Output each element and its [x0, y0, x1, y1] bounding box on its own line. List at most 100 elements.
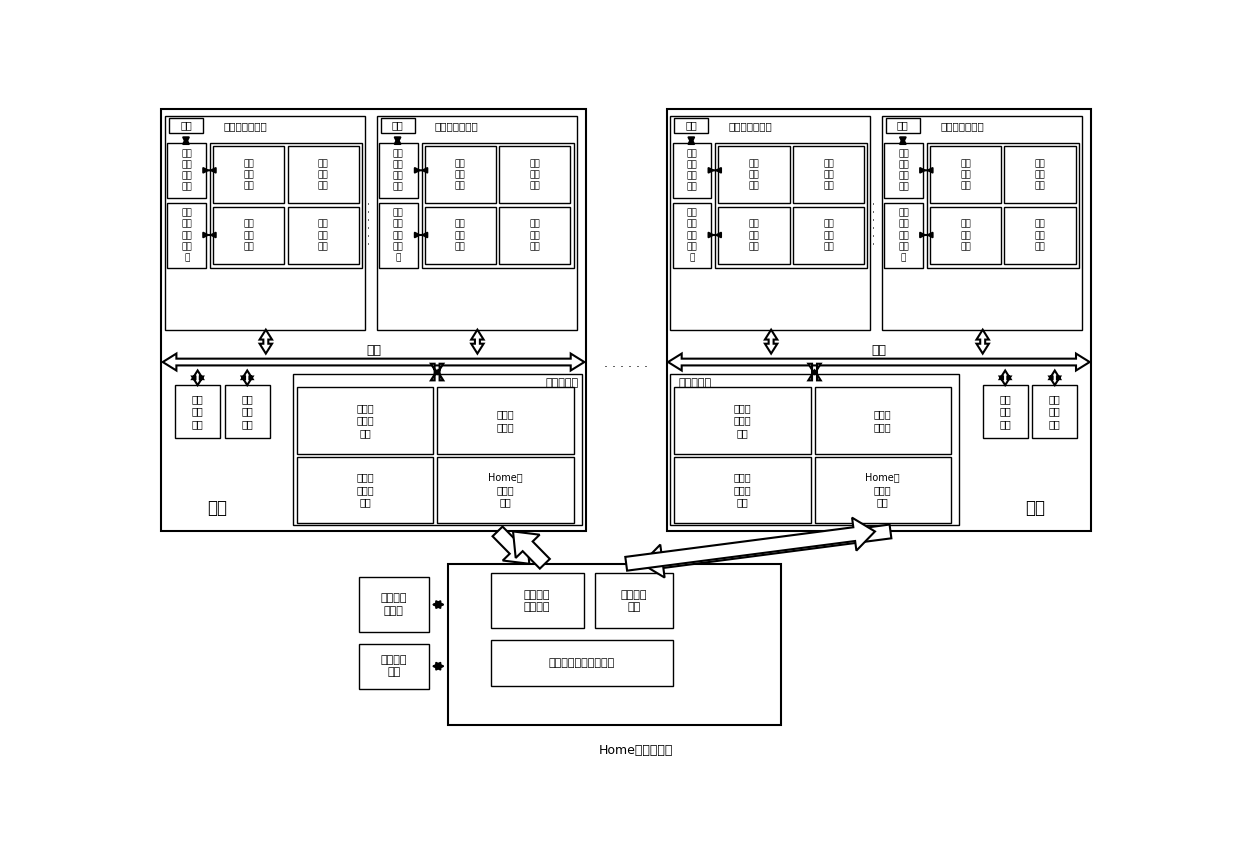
- Bar: [815, 387, 951, 454]
- Bar: [884, 202, 923, 268]
- Bar: [715, 143, 867, 268]
- Polygon shape: [259, 330, 272, 354]
- Text: 高速缓存控制器: 高速缓存控制器: [729, 121, 773, 132]
- Bar: [213, 146, 284, 203]
- Text: 高速缓存控制器: 高速缓存控制器: [223, 121, 267, 132]
- Text: 替换
处理
模块: 替换 处理 模块: [1034, 159, 1045, 190]
- Text: 数据
接收
模块: 数据 接收 模块: [960, 220, 971, 251]
- Polygon shape: [432, 363, 444, 381]
- Text: 内核: 内核: [897, 121, 909, 131]
- Text: 数据写
回模块: 数据写 回模块: [496, 409, 515, 431]
- Polygon shape: [977, 330, 990, 354]
- Text: 请求
响应
模块: 请求 响应 模块: [823, 220, 833, 251]
- Bar: [288, 207, 358, 264]
- Bar: [675, 456, 811, 523]
- Bar: [491, 640, 672, 686]
- Polygon shape: [625, 517, 875, 571]
- Text: 片上网
络数据
接口: 片上网 络数据 接口: [734, 473, 751, 507]
- Bar: [491, 573, 584, 629]
- Text: 数据
接收
模块: 数据 接收 模块: [455, 220, 466, 251]
- Bar: [296, 456, 433, 523]
- Bar: [718, 146, 790, 203]
- Bar: [792, 146, 864, 203]
- Text: 总线
仲裁
模块: 总线 仲裁 模块: [192, 394, 203, 429]
- Polygon shape: [1049, 370, 1060, 385]
- Bar: [381, 118, 414, 133]
- Text: 节点: 节点: [207, 499, 227, 517]
- Text: Home节
点数据
接口: Home节 点数据 接口: [489, 473, 522, 507]
- Bar: [377, 115, 577, 330]
- Text: 高速
缓存
目录
存储
器: 高速 缓存 目录 存储 器: [181, 208, 192, 262]
- Text: 响应
仲裁
模块: 响应 仲裁 模块: [1049, 394, 1060, 429]
- Bar: [671, 115, 870, 330]
- Text: · · · · · ·: · · · · · ·: [869, 201, 882, 245]
- Text: 请求
响应
模块: 请求 响应 模块: [1034, 220, 1045, 251]
- Text: 高速
缓存
存储
模块: 高速 缓存 存储 模块: [687, 149, 697, 191]
- Text: 高速缓存控制器: 高速缓存控制器: [435, 121, 479, 132]
- Bar: [424, 207, 496, 264]
- Bar: [815, 456, 951, 523]
- Polygon shape: [513, 531, 549, 568]
- Text: 内核: 内核: [686, 121, 697, 131]
- Bar: [1004, 207, 1076, 264]
- Text: 高速缓存控制器: 高速缓存控制器: [940, 121, 983, 132]
- Text: 高速
缓存
存储
模块: 高速 缓存 存储 模块: [181, 149, 192, 191]
- Text: · · · · · ·: · · · · · ·: [365, 201, 377, 245]
- Text: 节点: 节点: [1025, 499, 1045, 517]
- Bar: [1033, 385, 1078, 437]
- Text: 二级高速
缓存: 二级高速 缓存: [381, 655, 407, 678]
- Bar: [167, 143, 206, 198]
- Bar: [792, 207, 864, 264]
- Polygon shape: [162, 354, 584, 370]
- Polygon shape: [808, 363, 821, 381]
- Bar: [161, 109, 585, 531]
- Bar: [293, 374, 582, 525]
- Text: Home节
点数据
接口: Home节 点数据 接口: [866, 473, 900, 507]
- Bar: [498, 146, 570, 203]
- Bar: [213, 207, 284, 264]
- Polygon shape: [999, 370, 1011, 385]
- Bar: [667, 109, 1091, 531]
- Bar: [422, 143, 573, 268]
- Text: 请求
发出
模块: 请求 发出 模块: [960, 159, 971, 190]
- Polygon shape: [192, 370, 203, 385]
- Text: Home节点控制器: Home节点控制器: [599, 744, 672, 757]
- Bar: [165, 115, 365, 330]
- Bar: [882, 115, 1081, 330]
- Text: 数据写回
模块: 数据写回 模块: [621, 590, 647, 612]
- Text: 数据
接收
模块: 数据 接收 模块: [243, 220, 254, 251]
- Polygon shape: [765, 330, 777, 354]
- Bar: [167, 202, 206, 268]
- Bar: [379, 143, 418, 198]
- Text: 总线: 总线: [872, 344, 887, 357]
- Text: 节点控制器: 节点控制器: [546, 378, 578, 387]
- Text: 节点控制器: 节点控制器: [678, 378, 712, 387]
- Text: 请求信号
处理模块: 请求信号 处理模块: [523, 590, 551, 612]
- Text: 响应
仲裁
模块: 响应 仲裁 模块: [242, 394, 253, 429]
- Bar: [169, 118, 203, 133]
- Polygon shape: [492, 527, 529, 564]
- Text: 节点目录
存储器: 节点目录 存储器: [381, 593, 407, 616]
- Text: 替换
处理
模块: 替换 处理 模块: [529, 159, 541, 190]
- Bar: [224, 385, 270, 437]
- Text: 请求信
号处理
模块: 请求信 号处理 模块: [356, 403, 373, 438]
- Text: · · · · · ·: · · · · · ·: [604, 361, 649, 374]
- Bar: [288, 146, 358, 203]
- Bar: [595, 573, 672, 629]
- Text: 请求信
号处理
模块: 请求信 号处理 模块: [734, 403, 751, 438]
- Bar: [498, 207, 570, 264]
- Text: 数据写
回模块: 数据写 回模块: [874, 409, 892, 431]
- Bar: [358, 577, 429, 632]
- Text: 总线
仲裁
模块: 总线 仲裁 模块: [999, 394, 1011, 429]
- Bar: [296, 387, 433, 454]
- Bar: [930, 207, 1002, 264]
- Bar: [672, 143, 712, 198]
- Text: 请求
响应
模块: 请求 响应 模块: [317, 220, 329, 251]
- Polygon shape: [642, 524, 892, 578]
- Bar: [671, 374, 960, 525]
- Bar: [175, 385, 221, 437]
- Text: 内核: 内核: [180, 121, 192, 131]
- Text: 请求
发出
模块: 请求 发出 模块: [455, 159, 466, 190]
- Bar: [438, 387, 573, 454]
- Bar: [718, 207, 790, 264]
